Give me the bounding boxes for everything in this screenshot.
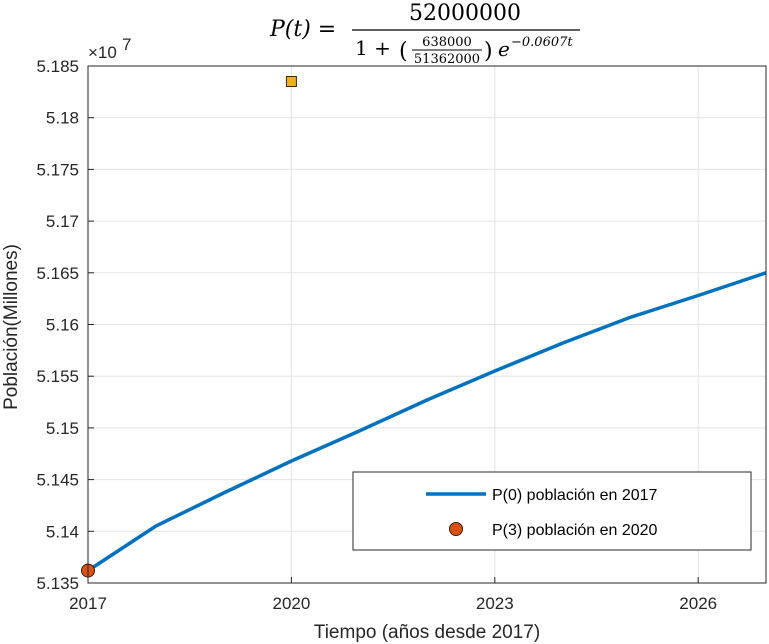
chart-title: P(t) = 52000000 1 + ( 638000 51362000 ) … (269, 1, 580, 67)
y-tick-label: 5.18 (46, 109, 79, 128)
y-exponent: ×10 7 (88, 35, 131, 62)
title-numerator: 52000000 (409, 1, 521, 26)
legend: P(0) población en 2017 P(3) población en… (352, 471, 752, 551)
y-tick-label: 5.155 (36, 367, 79, 386)
legend-entry-line: P(0) población en 2017 (492, 487, 658, 504)
y-tick-label: 5.145 (36, 471, 79, 490)
y-exponent-power: 7 (122, 35, 131, 54)
title-lhs: P(t) = (269, 17, 336, 42)
y-tick-label: 5.175 (36, 160, 79, 179)
legend-box (352, 471, 752, 551)
y-tick-label: 5.165 (36, 264, 79, 283)
x-axis-label: Tiempo (años desde 2017) (314, 622, 540, 643)
x-tick-label: 2026 (679, 594, 717, 613)
y-tick-label: 5.17 (46, 212, 79, 231)
data-point-square (285, 76, 297, 88)
title-exp-base: e (498, 37, 510, 61)
legend-circle-swatch (449, 522, 463, 536)
y-tick-label: 5.16 (46, 316, 79, 335)
title-denominator-prefix: 1 + (355, 36, 391, 60)
title-inner-numerator: 638000 (422, 35, 472, 50)
series-line-population (87, 271, 767, 573)
y-exponent-base: ×10 (88, 43, 117, 62)
x-tick-label: 2023 (476, 594, 514, 613)
title-left-paren: ( (399, 39, 408, 64)
x-tick-label: 2017 (69, 594, 107, 613)
legend-entry-marker: P(3) población en 2020 (492, 522, 658, 539)
y-tick-label: 5.15 (46, 419, 79, 438)
title-exponent: −0.0607t (511, 35, 573, 50)
title-right-paren: ) (484, 39, 493, 64)
y-tick-label: 5.14 (46, 522, 79, 541)
y-tick-label: 5.185 (36, 57, 79, 76)
title-inner-denominator: 51362000 (414, 52, 480, 67)
y-tick-label: 5.135 (36, 574, 79, 593)
x-tick-label: 2020 (272, 594, 310, 613)
ticks: 2017 2020 2023 2026 5.135 5.14 5.145 5.15 5.155 5… (36, 57, 717, 613)
plot-frame (87, 65, 767, 584)
y-axis-label: Población(Millones) (1, 244, 22, 410)
